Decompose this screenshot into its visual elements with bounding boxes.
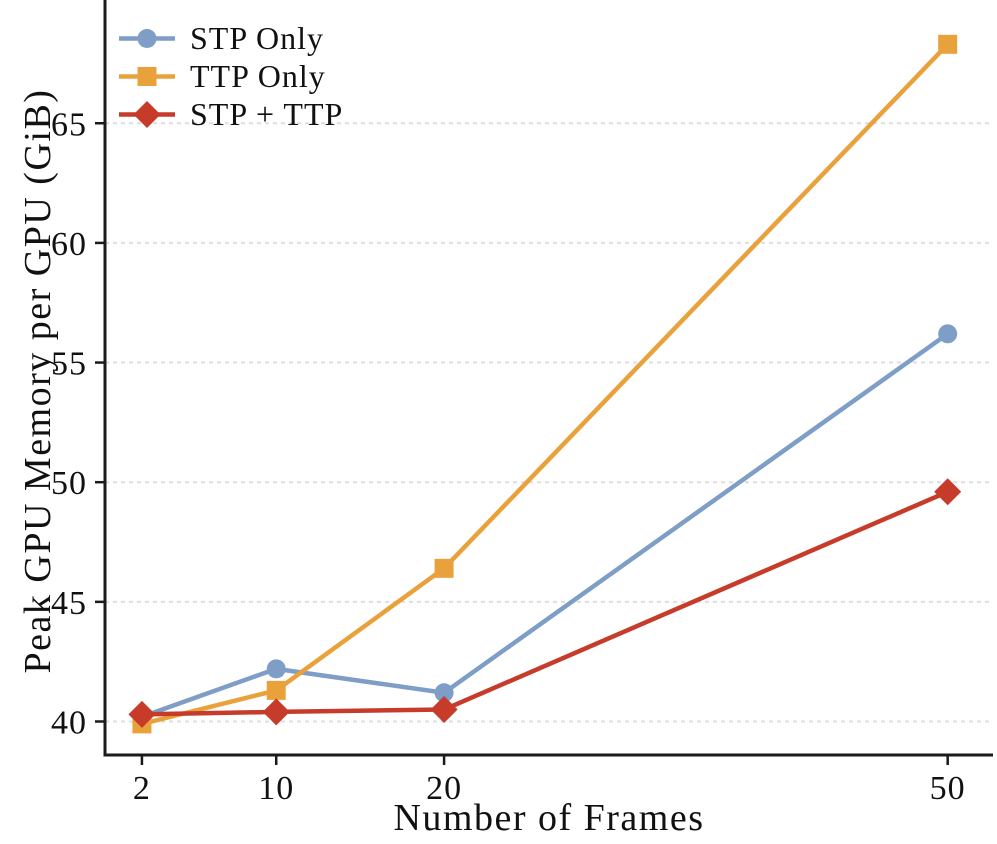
data-point-ttp-only	[266, 680, 286, 700]
x-tick-label: 20	[426, 770, 462, 807]
y-tick-label: 50	[51, 465, 87, 502]
series-line-stp-only	[139, 331, 950, 719]
y-tick-label: 40	[51, 704, 87, 741]
diamond-marker-swatch-icon	[119, 101, 175, 128]
series-ttp-only	[132, 34, 958, 734]
x-tick-label: 10	[258, 770, 294, 807]
legend-label: STP + TTP	[190, 96, 344, 132]
data-point-stp-only	[434, 683, 454, 703]
data-point-stp-ttp	[262, 698, 290, 726]
circle-marker-icon	[137, 29, 157, 48]
y-axis-title: Peak GPU Memory per GPU (GiB)	[17, 88, 59, 674]
legend-item-ttp-only: TTP Only	[119, 58, 343, 94]
y-tick-label: 45	[51, 585, 87, 622]
legend-label: TTP Only	[190, 58, 326, 94]
data-point-stp-ttp	[128, 700, 156, 728]
data-point-stp-only	[266, 659, 286, 679]
x-tick-label: 2	[133, 770, 151, 807]
circle-marker-swatch-icon	[119, 29, 175, 48]
y-tick-label: 65	[51, 106, 87, 143]
series-line-stp-ttp	[139, 489, 950, 717]
series-line-ttp-only	[139, 42, 950, 727]
legend-item-stp-ttp: STP + TTP	[119, 96, 344, 132]
y-tick-label: 55	[51, 346, 87, 383]
y-tick-label: 60	[51, 226, 87, 263]
legend-label: STP Only	[190, 20, 324, 56]
square-marker-icon	[137, 67, 157, 86]
diamond-marker-icon	[133, 101, 161, 128]
chart-legend: STP Only TTP Only STP + TTP	[119, 20, 344, 132]
data-point-stp-only	[938, 324, 958, 344]
x-axis-title: Number of Frames	[393, 797, 705, 839]
data-point-ttp-only	[938, 34, 958, 54]
legend-item-stp-only: STP Only	[119, 20, 343, 56]
data-point-stp-ttp	[430, 696, 458, 724]
data-point-stp-ttp	[934, 478, 962, 506]
x-tick-label: 50	[930, 770, 966, 807]
data-point-ttp-only	[434, 558, 454, 578]
series-stp-ttp	[128, 478, 962, 728]
square-marker-swatch-icon	[119, 67, 175, 86]
